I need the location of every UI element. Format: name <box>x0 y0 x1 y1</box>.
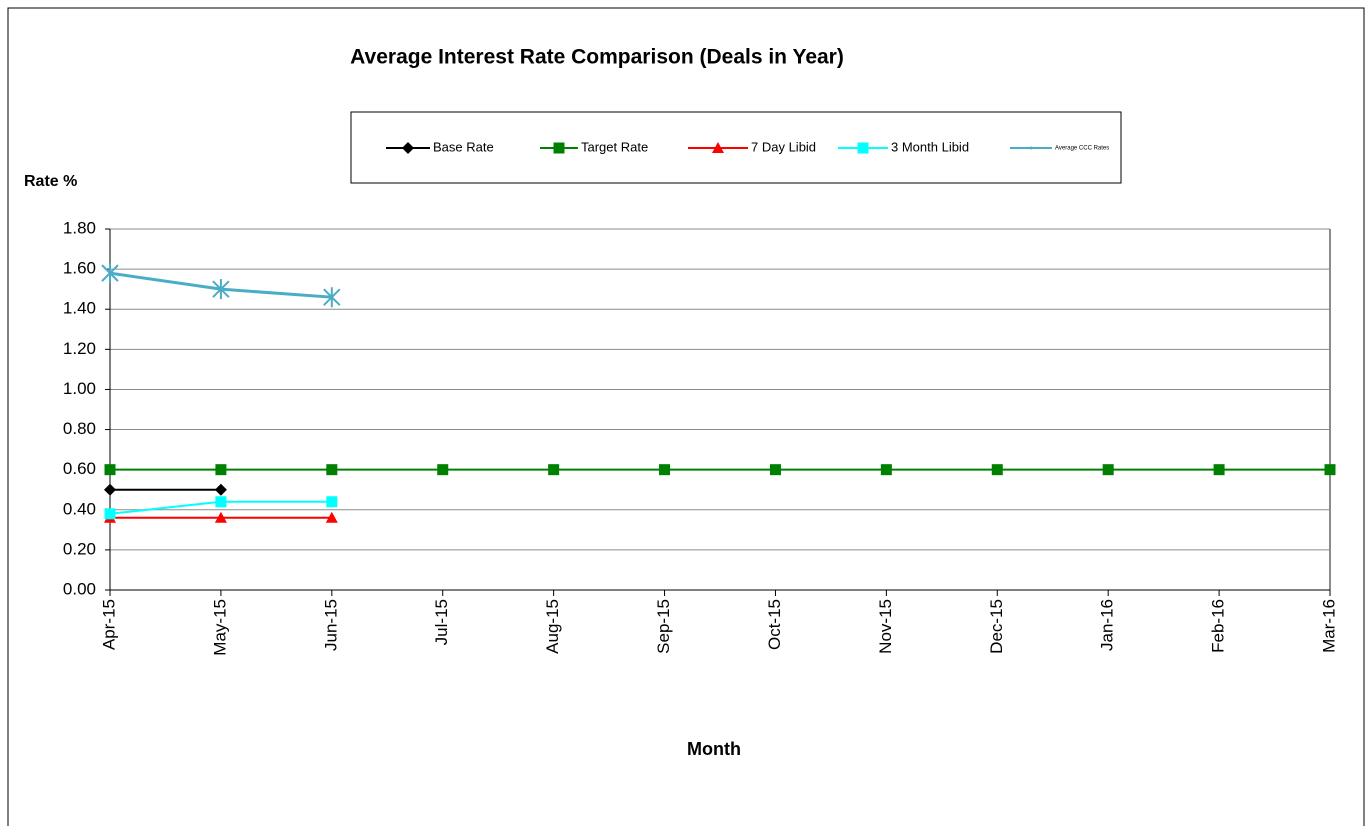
marker <box>214 483 227 496</box>
marker <box>215 496 227 508</box>
marker <box>1213 464 1225 476</box>
x-tick-label: Jun-15 <box>321 599 340 651</box>
legend-label: 3 Month Libid <box>891 139 969 154</box>
marker <box>104 508 116 520</box>
y-tick-label: 0.40 <box>63 499 96 518</box>
x-tick-label: Feb-16 <box>1209 599 1228 653</box>
legend-label: Average CCC Rates <box>1055 146 1109 152</box>
y-tick-label: 0.80 <box>63 419 96 438</box>
x-tick-label: Jul-15 <box>432 599 451 645</box>
x-axis-label: Month <box>687 739 741 759</box>
marker <box>326 464 338 476</box>
marker <box>104 483 116 496</box>
x-tick-label: Sep-15 <box>654 599 673 654</box>
x-tick-label: Nov-15 <box>876 599 895 654</box>
legend-label: Target Rate <box>581 139 648 154</box>
x-tick-label: Apr-15 <box>99 599 118 650</box>
marker <box>214 511 227 523</box>
marker <box>325 511 338 523</box>
legend-marker <box>553 142 565 154</box>
marker <box>437 464 449 476</box>
y-axis-label: Rate % <box>24 173 77 190</box>
y-tick-label: 1.00 <box>63 379 96 398</box>
marker <box>659 464 671 476</box>
marker <box>880 464 892 476</box>
y-tick-label: 1.60 <box>63 259 96 278</box>
y-tick-label: 1.80 <box>63 218 96 237</box>
marker <box>769 464 781 476</box>
marker <box>215 464 227 476</box>
marker <box>104 464 116 476</box>
legend-marker <box>857 142 869 154</box>
marker <box>1324 464 1336 476</box>
y-tick-label: 1.40 <box>63 299 96 318</box>
marker <box>326 496 338 508</box>
x-tick-label: Dec-15 <box>987 599 1006 654</box>
legend-label: Base Rate <box>433 139 494 154</box>
y-tick-label: 0.60 <box>63 459 96 478</box>
y-tick-label: 1.20 <box>63 339 96 358</box>
marker <box>212 279 230 300</box>
y-tick-label: 0.20 <box>63 539 96 558</box>
legend-marker <box>402 142 414 154</box>
x-tick-label: Oct-15 <box>765 599 784 650</box>
marker <box>323 287 341 308</box>
marker <box>1102 464 1114 476</box>
marker <box>991 464 1003 476</box>
marker <box>548 464 560 476</box>
x-tick-label: May-15 <box>210 599 229 656</box>
x-tick-label: Jan-16 <box>1098 599 1117 651</box>
marker <box>402 142 414 154</box>
chart-title: Average Interest Rate Comparison (Deals … <box>350 46 844 69</box>
legend-marker <box>1029 146 1033 150</box>
legend-marker <box>712 142 724 153</box>
marker <box>553 142 565 154</box>
legend-label: 7 Day Libid <box>751 139 816 154</box>
marker <box>101 263 119 284</box>
marker <box>712 142 724 153</box>
marker <box>857 142 869 154</box>
legend-marker-dot <box>1029 146 1033 150</box>
x-tick-label: Mar-16 <box>1319 599 1338 653</box>
x-tick-label: Aug-15 <box>543 599 562 654</box>
y-tick-label: 0.00 <box>63 579 96 598</box>
